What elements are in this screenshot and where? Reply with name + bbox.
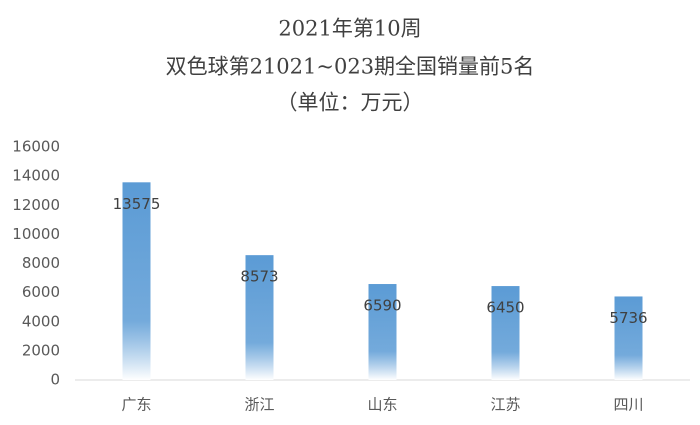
y-tick-label: 12000 [12, 196, 60, 214]
bar [491, 286, 520, 380]
y-tick-label: 16000 [12, 138, 60, 156]
data-label: 8573 [240, 268, 278, 286]
unit-note: （单位：万元） [277, 91, 424, 115]
y-tick-label: 14000 [12, 167, 60, 185]
bar [368, 284, 397, 380]
chart-subtitle: 双色球第21021~023期全国销量前5名 [166, 55, 535, 79]
data-label: 5736 [609, 309, 647, 327]
x-tick-label: 四川 [613, 396, 643, 414]
data-label: 6450 [486, 299, 524, 317]
bar [122, 182, 151, 380]
y-tick-label: 6000 [22, 283, 60, 301]
y-tick-label: 0 [50, 371, 60, 389]
x-tick-label: 广东 [121, 396, 151, 414]
chart-title: 2021年第10周 [278, 17, 421, 41]
data-label: 6590 [363, 297, 401, 315]
y-tick-label: 8000 [22, 254, 60, 272]
x-tick-label: 江苏 [490, 396, 520, 414]
y-tick-label: 10000 [12, 225, 60, 243]
y-tick-label: 2000 [22, 341, 60, 359]
x-tick-label: 山东 [367, 396, 397, 414]
y-tick-label: 4000 [22, 312, 60, 330]
bar [614, 296, 643, 380]
bar [245, 255, 274, 380]
x-tick-label: 浙江 [244, 396, 274, 414]
data-label: 13575 [113, 195, 161, 213]
